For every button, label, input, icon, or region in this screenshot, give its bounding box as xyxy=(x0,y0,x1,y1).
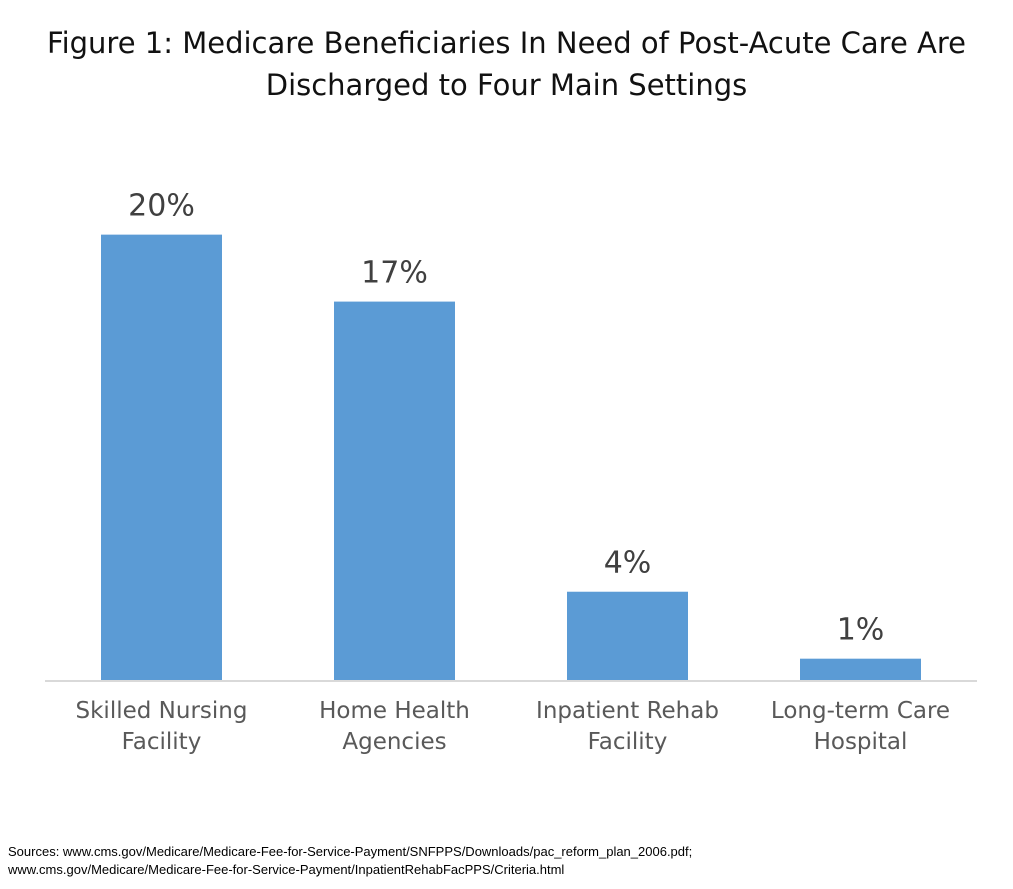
data-label-4: 1% xyxy=(837,613,885,648)
bars-layer xyxy=(101,234,921,682)
data-label-1: 20% xyxy=(128,189,195,224)
category-label-2-line-1: Home Health xyxy=(319,698,470,724)
data-label-2: 17% xyxy=(361,256,428,291)
sources-line-2: www.cms.gov/Medicare/Medicare-Fee-for-Se… xyxy=(8,862,565,877)
data-labels-layer: 20% 17% 4% 1% xyxy=(128,189,884,648)
data-label-3: 4% xyxy=(604,546,652,581)
chart-title-line-1: Figure 1: Medicare Beneficiaries In Need… xyxy=(47,26,966,60)
category-label-1-line-2: Facility xyxy=(122,729,202,755)
category-label-1-line-1: Skilled Nursing xyxy=(76,698,248,724)
bar-2 xyxy=(334,301,455,681)
category-label-4-line-1: Long-term Care xyxy=(771,698,950,724)
chart-title: Figure 1: Medicare Beneficiaries In Need… xyxy=(0,22,1013,106)
bar-1 xyxy=(101,234,222,682)
sources-line-1: Sources: www.cms.gov/Medicare/Medicare-F… xyxy=(8,844,693,859)
category-labels-layer: Skilled Nursing Facility Home Health Agenci… xyxy=(76,698,951,755)
category-label-2-line-2: Agencies xyxy=(342,729,446,755)
chart-title-line-2: Discharged to Four Main Settings xyxy=(265,68,748,102)
bar-3 xyxy=(567,591,688,681)
bar-4 xyxy=(800,658,921,681)
sources-note: Sources: www.cms.gov/Medicare/Medicare-F… xyxy=(8,843,692,879)
category-label-4-line-2: Hospital xyxy=(814,729,908,755)
category-label-3-line-2: Facility xyxy=(588,729,668,755)
category-label-3-line-1: Inpatient Rehab xyxy=(536,698,719,724)
